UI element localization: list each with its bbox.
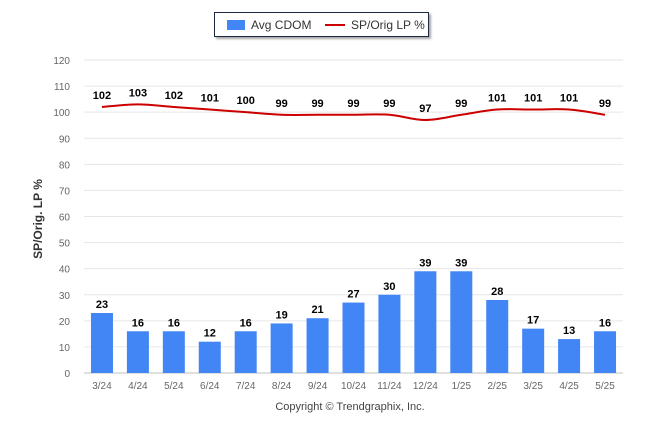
bar-data-label: 39 bbox=[455, 257, 467, 269]
x-tick-label: 4/24 bbox=[128, 381, 148, 392]
x-tick-label: 7/24 bbox=[236, 381, 256, 392]
line-data-label: 101 bbox=[524, 93, 542, 105]
y-tick-label: 30 bbox=[59, 291, 71, 302]
legend-label-avg-cdom: Avg CDOM bbox=[251, 18, 312, 32]
bar-data-label: 17 bbox=[527, 315, 539, 327]
x-tick-label: 5/25 bbox=[595, 381, 615, 392]
line-series-sp-orig-lp bbox=[101, 103, 606, 121]
y-tick-label: 0 bbox=[64, 369, 70, 380]
bar-data-label: 23 bbox=[96, 299, 108, 311]
bar bbox=[450, 271, 473, 373]
bar-data-labels: 23 16 16 12 16 19 21 27 30 39 39 28 17 13 16 bbox=[96, 257, 611, 339]
x-tick-label: 2/25 bbox=[487, 381, 507, 392]
bar-data-label: 39 bbox=[419, 257, 431, 269]
line-data-label: 102 bbox=[165, 90, 183, 102]
bar-series-avg-cdom bbox=[90, 271, 617, 373]
credits: Copyright © Trendgraphix, Inc. bbox=[275, 401, 425, 413]
y-tick-label: 50 bbox=[59, 239, 71, 250]
bar-data-label: 16 bbox=[599, 317, 611, 329]
legend-item-avg-cdom[interactable]: Avg CDOM bbox=[227, 18, 311, 32]
bar bbox=[378, 294, 401, 373]
bar bbox=[162, 331, 185, 373]
x-tick-label: 12/24 bbox=[413, 381, 438, 392]
line-data-label: 99 bbox=[276, 98, 288, 110]
bar-data-label: 19 bbox=[276, 309, 288, 321]
bar bbox=[522, 328, 545, 373]
bar bbox=[198, 341, 221, 373]
y-tick-label: 70 bbox=[59, 186, 71, 197]
line-path bbox=[101, 103, 606, 121]
bar bbox=[414, 271, 437, 373]
y-axis-title: SP/Orig. LP % bbox=[31, 179, 45, 259]
line-data-label: 102 bbox=[93, 90, 111, 102]
y-tick-label: 60 bbox=[59, 213, 71, 224]
line-data-label: 97 bbox=[419, 103, 431, 115]
x-tick-label: 5/24 bbox=[164, 381, 184, 392]
bar bbox=[126, 331, 149, 373]
y-tick-label: 80 bbox=[59, 160, 71, 171]
x-axis-ticks: 3/24 4/24 5/24 6/24 7/24 8/24 9/24 10/24 11/24 12… bbox=[92, 381, 615, 392]
bar bbox=[90, 313, 113, 373]
bar bbox=[486, 299, 509, 373]
bar bbox=[594, 331, 617, 373]
y-tick-label: 120 bbox=[53, 56, 70, 67]
y-tick-label: 10 bbox=[59, 343, 71, 354]
x-tick-label: 1/25 bbox=[452, 381, 472, 392]
x-tick-label: 6/24 bbox=[200, 381, 220, 392]
legend-item-sp-orig-lp[interactable]: SP/Orig LP % bbox=[325, 18, 425, 32]
y-tick-label: 90 bbox=[59, 134, 71, 145]
line-data-label: 99 bbox=[599, 98, 611, 110]
y-tick-label: 110 bbox=[54, 82, 70, 93]
x-tick-label: 8/24 bbox=[272, 381, 292, 392]
y-tick-label: 40 bbox=[59, 265, 71, 276]
x-tick-label: 11/24 bbox=[377, 381, 402, 392]
x-tick-label: 9/24 bbox=[308, 381, 328, 392]
line-data-label: 99 bbox=[311, 98, 323, 110]
y-axis-ticks: 0 10 20 30 40 50 60 70 80 90 100 110 120 bbox=[53, 56, 70, 380]
x-tick-label: 3/24 bbox=[92, 381, 112, 392]
y-tick-label: 20 bbox=[59, 317, 71, 328]
x-tick-label: 3/25 bbox=[523, 381, 543, 392]
bar bbox=[234, 331, 257, 373]
line-data-label: 101 bbox=[488, 93, 506, 105]
bar-data-label: 13 bbox=[563, 325, 575, 337]
bar-data-label: 30 bbox=[383, 281, 395, 293]
legend-line-swatch bbox=[325, 24, 345, 26]
bar bbox=[306, 318, 329, 373]
x-tick-label: 10/24 bbox=[341, 381, 366, 392]
line-data-label: 100 bbox=[237, 95, 255, 107]
bar bbox=[270, 323, 293, 373]
legend-bar-swatch bbox=[227, 20, 245, 30]
line-data-label: 99 bbox=[455, 98, 467, 110]
line-data-label: 101 bbox=[201, 93, 219, 105]
bar-data-label: 28 bbox=[491, 286, 503, 298]
bar-data-label: 16 bbox=[168, 317, 180, 329]
bar-data-label: 12 bbox=[204, 328, 216, 340]
bar-data-label: 21 bbox=[311, 304, 323, 316]
line-data-label: 99 bbox=[383, 98, 395, 110]
bar-data-label: 16 bbox=[240, 317, 252, 329]
bar-data-label: 16 bbox=[132, 317, 144, 329]
bar bbox=[558, 339, 581, 373]
y-tick-label: 100 bbox=[53, 108, 70, 119]
legend-label-sp-orig-lp: SP/Orig LP % bbox=[351, 18, 425, 32]
grid-lines bbox=[84, 59, 623, 374]
legend: Avg CDOM SP/Orig LP % bbox=[214, 12, 429, 37]
x-tick-label: 4/25 bbox=[559, 381, 579, 392]
line-data-labels: 102 103 102 101 100 99 99 99 99 97 99 101 101 101 99 bbox=[93, 87, 611, 115]
bar-data-label: 27 bbox=[347, 289, 359, 301]
bar bbox=[342, 302, 365, 373]
line-data-label: 101 bbox=[560, 93, 578, 105]
line-data-label: 99 bbox=[347, 98, 359, 110]
line-data-label: 103 bbox=[129, 87, 147, 99]
